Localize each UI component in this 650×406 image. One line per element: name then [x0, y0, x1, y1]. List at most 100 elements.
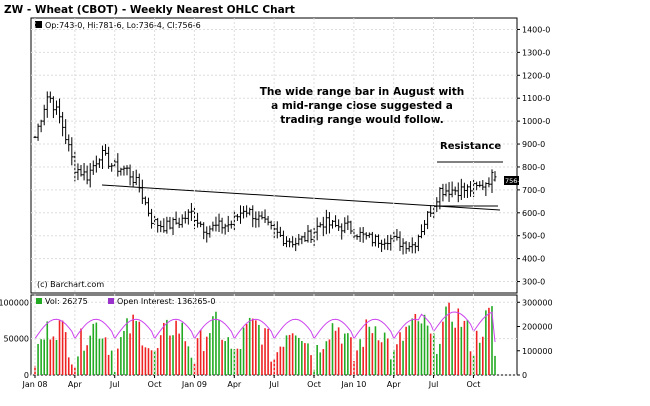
- volume-bar: [420, 323, 423, 375]
- ohlc-bar: [88, 163, 92, 188]
- ohlc-bar: [229, 220, 233, 229]
- volume-bar: [110, 350, 113, 375]
- volume-bar: [417, 321, 420, 375]
- ohlc-bar: [346, 215, 350, 231]
- ohlc-bar-last: [493, 171, 497, 182]
- ohlc-bar: [306, 225, 310, 243]
- ohlc-bar: [364, 232, 368, 240]
- volume-bar: [405, 326, 407, 375]
- volume-bar: [205, 336, 208, 375]
- ohlc-bar: [177, 217, 181, 228]
- ohlc-bar: [456, 182, 460, 203]
- support-trendline: [101, 184, 501, 211]
- ohlc-bar: [162, 218, 166, 233]
- ohlc-bar: [266, 215, 270, 226]
- volume-bar: [310, 355, 312, 375]
- chart-title: ZW - Wheat (CBOT) - Weekly Nearest OHLC …: [4, 4, 295, 16]
- volume-bar: [141, 345, 144, 375]
- ohlc-bar: [450, 181, 454, 198]
- volume-bars: [34, 302, 496, 375]
- volume-bar: [389, 359, 392, 375]
- volume-bar: [325, 341, 328, 375]
- ohlc-bar: [180, 214, 184, 228]
- ohlc-bar: [257, 211, 261, 228]
- volume-bar: [55, 339, 58, 375]
- volume-bar: [255, 320, 257, 375]
- price-y-tick-label: 1200-0: [522, 71, 550, 80]
- volume-bar: [353, 361, 355, 375]
- ohlc-bar: [51, 96, 55, 119]
- volume-bar: [380, 342, 383, 375]
- volume-bar: [89, 335, 92, 375]
- ohlc-bar: [67, 134, 71, 152]
- ohlc-bar: [484, 182, 488, 197]
- ohlc-bar: [45, 91, 49, 118]
- volume-bar: [350, 337, 352, 375]
- ohlc-bar: [42, 104, 46, 126]
- oi-legend-marker: [108, 298, 114, 304]
- volume-bar: [175, 320, 177, 375]
- ohlc-bar: [137, 173, 141, 193]
- ohlc-bar: [119, 167, 123, 176]
- ohlc-bar: [94, 155, 98, 173]
- ohlc-bar: [281, 230, 285, 246]
- volume-bar: [104, 337, 107, 375]
- ohlc-bar: [128, 164, 132, 186]
- volume-bar: [454, 327, 456, 375]
- last-price-tag: [504, 176, 519, 185]
- volume-bar: [172, 335, 174, 375]
- ohlc-bar: [61, 111, 65, 137]
- ohlc-bar: [245, 205, 249, 218]
- ohlc-bar: [459, 178, 463, 200]
- ohlc-bar: [110, 163, 114, 172]
- ohlc-bar: [469, 181, 473, 197]
- volume-bar: [230, 348, 233, 375]
- ohlc-bar: [361, 227, 365, 243]
- ohlc-bar: [315, 217, 319, 241]
- volume-bar: [86, 345, 88, 375]
- volume-y-axis: 100000 50000 0 300000 200000 100000 0: [0, 298, 553, 380]
- volume-bar: [347, 333, 349, 375]
- ohlc-bar: [150, 208, 154, 229]
- volume-bar: [466, 319, 469, 375]
- x-tick-label: Oct: [307, 380, 321, 389]
- volume-bar: [92, 323, 95, 375]
- volume-bar: [399, 332, 401, 375]
- volume-bar: [297, 337, 300, 375]
- ohlc-bar: [122, 165, 126, 176]
- volume-bar: [107, 354, 110, 375]
- ohlc-bar: [355, 234, 359, 240]
- volume-bar: [80, 328, 82, 375]
- ohlc-bar: [453, 186, 457, 196]
- ohlc-bar: [462, 182, 466, 198]
- ohlc-bar: [275, 221, 279, 239]
- volume-bar: [343, 333, 346, 375]
- volume-bar: [248, 317, 251, 375]
- volume-bar: [150, 350, 153, 375]
- ohlc-bar: [285, 236, 289, 248]
- ohlc-bar: [398, 231, 402, 252]
- ohlc-bar: [202, 222, 206, 240]
- volume-bar: [316, 344, 318, 375]
- ohlc-bar: [475, 181, 479, 191]
- ohlc-bar: [205, 226, 209, 243]
- resistance-label: Resistance: [440, 141, 501, 152]
- volume-bar: [371, 333, 374, 375]
- ohlc-bar: [447, 182, 451, 202]
- ohlc-bar: [334, 215, 338, 228]
- volume-bar: [340, 343, 343, 375]
- volume-bar: [276, 352, 279, 375]
- volume-bar: [101, 338, 104, 375]
- x-tick-label: Apr: [68, 380, 83, 389]
- volume-bar: [261, 344, 263, 375]
- x-tick-label: Jul: [268, 380, 279, 389]
- x-tick-label: Jul: [428, 380, 439, 389]
- volume-bar: [227, 337, 230, 375]
- volume-bar: [439, 343, 441, 375]
- ohlc-bar: [64, 119, 68, 145]
- ohlc-bar: [429, 205, 433, 217]
- ohlc-bar: [321, 216, 325, 237]
- ohlc-bar: [291, 236, 295, 248]
- volume-bar: [435, 353, 438, 375]
- x-tick-label: Jan 10: [340, 380, 366, 389]
